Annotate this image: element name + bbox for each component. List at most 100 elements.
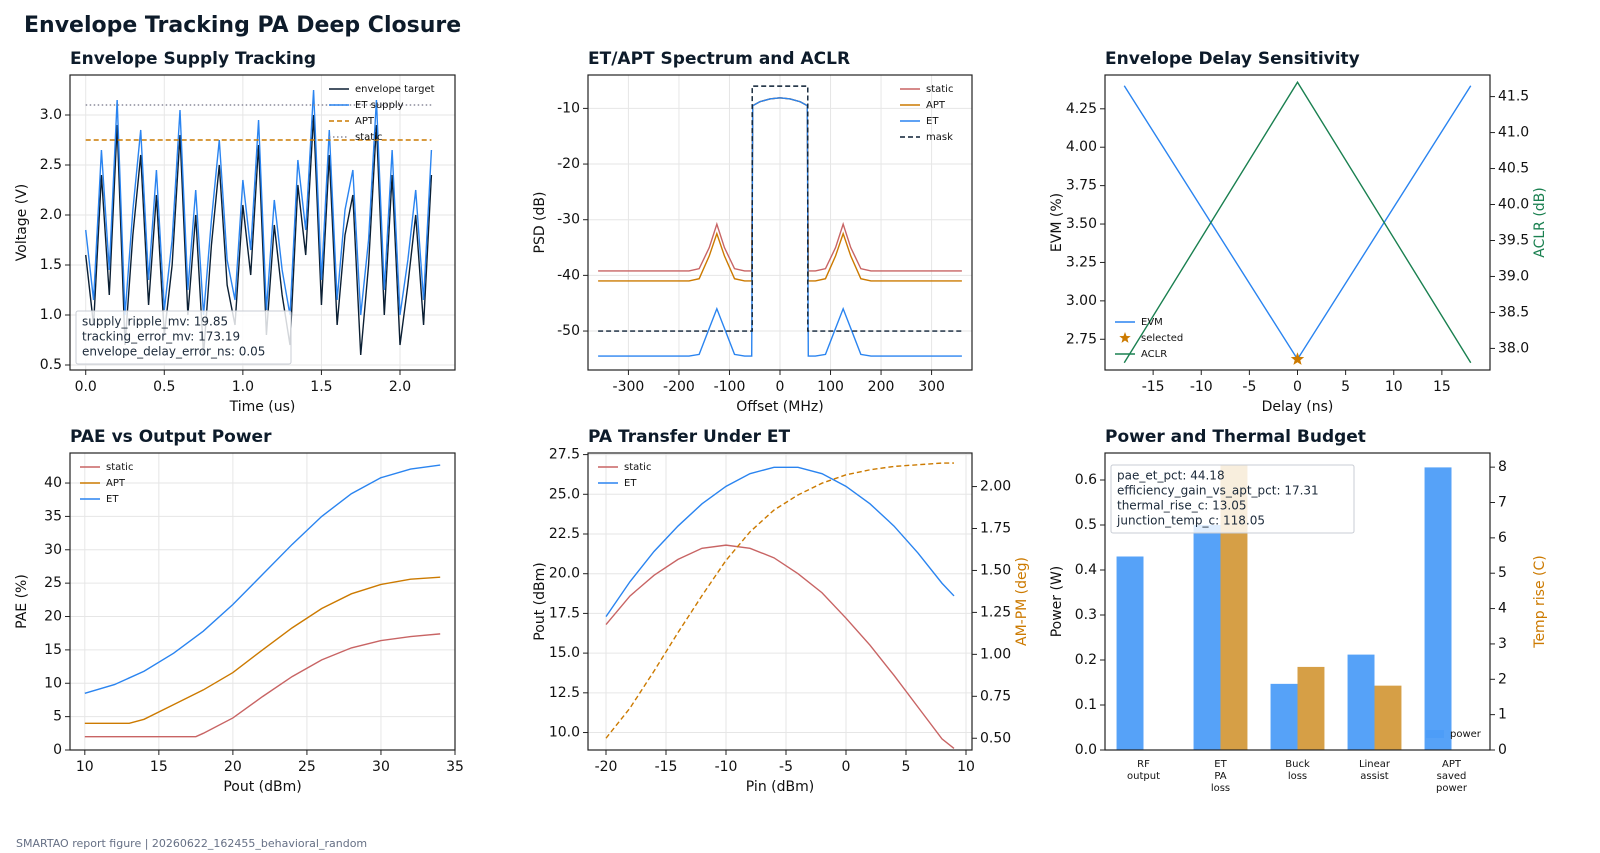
series-line — [84, 464, 441, 694]
legend-label: envelope target — [355, 84, 435, 95]
x-tick-label: 100 — [817, 379, 844, 395]
x-tick-label: 15 — [150, 759, 168, 775]
y2-tick-label: 1.00 — [980, 646, 1011, 662]
series-line — [1123, 80, 1472, 364]
y-tick-label: -30 — [557, 212, 580, 228]
y-tick-label: 3.25 — [1066, 254, 1097, 270]
legend-label: static — [106, 462, 133, 473]
x-tick-label: 10 — [76, 759, 94, 775]
y-tick-label: 1.5 — [40, 257, 62, 273]
x-tick-label: 15 — [1433, 379, 1451, 395]
bar — [1424, 467, 1452, 750]
x-tick-label: -200 — [663, 379, 695, 395]
x-tick-label: -10 — [1190, 379, 1213, 395]
y-tick-label: 0.3 — [1075, 607, 1097, 623]
x-tick-label: 300 — [918, 379, 945, 395]
x-axis-label: Pin (dBm) — [746, 779, 814, 795]
y2-tick-label: 6 — [1498, 530, 1507, 546]
series-line — [598, 97, 962, 357]
series-line — [85, 89, 433, 316]
series-line — [1123, 85, 1472, 361]
x-tick-label: 200 — [868, 379, 895, 395]
annotation: tracking_error_mv: 173.19 — [82, 330, 240, 344]
y-tick-label: 3.75 — [1066, 178, 1097, 194]
y-tick-label: 0.0 — [1075, 742, 1097, 758]
x-tick-label: 2.0 — [389, 379, 411, 395]
legend-label: static — [355, 132, 382, 143]
x-tick-label: 25 — [298, 759, 316, 775]
x-tick-label: ET PA loss — [1211, 759, 1230, 794]
panel-title: Envelope Delay Sensitivity — [1105, 49, 1360, 69]
x-tick-label: 5 — [902, 759, 911, 775]
y-tick-label: 0 — [53, 742, 62, 758]
legend-label: ET — [926, 116, 939, 127]
series-line — [605, 462, 954, 739]
series-line — [605, 466, 955, 617]
y-tick-label: 12.5 — [549, 685, 580, 701]
y-tick-label: 4.25 — [1066, 101, 1097, 117]
panel-title: PA Transfer Under ET — [588, 427, 791, 447]
y-tick-label: -10 — [557, 100, 580, 116]
y2-tick-label: 39.5 — [1498, 232, 1529, 248]
y2-tick-label: 40.5 — [1498, 161, 1529, 177]
annotation: supply_ripple_mv: 19.85 — [82, 315, 228, 329]
y2-tick-label: 5 — [1498, 565, 1507, 581]
x-tick-label: -20 — [595, 759, 618, 775]
legend-label: ET — [624, 478, 637, 489]
y-tick-label: 2.5 — [40, 157, 62, 173]
y-tick-label: 0.4 — [1075, 562, 1097, 578]
axes-frame — [69, 74, 456, 371]
legend-swatch — [1426, 730, 1444, 738]
axes-frame — [1104, 74, 1491, 371]
y2-tick-label: 1.25 — [980, 604, 1011, 620]
y2-tick-label: 1.75 — [980, 521, 1011, 537]
y-tick-label: 15 — [44, 642, 62, 658]
y-tick-label: 0.1 — [1075, 697, 1097, 713]
legend-label: EVM — [1141, 317, 1163, 328]
series-line — [598, 85, 962, 332]
legend-label: mask — [926, 132, 953, 143]
x-tick-label: 1.0 — [232, 379, 254, 395]
y-axis-label: PSD (dB) — [532, 192, 548, 254]
y2-tick-label: 40.0 — [1498, 197, 1529, 213]
annotation: efficiency_gain_vs_apt_pct: 17.31 — [1117, 484, 1319, 498]
y2-axis-label: ACLR (dB) — [1532, 187, 1548, 258]
y-tick-label: 2.75 — [1066, 331, 1097, 347]
y-tick-label: -50 — [557, 323, 580, 339]
y-axis-label: Pout (dBm) — [532, 562, 548, 640]
y-axis-label: PAE (%) — [14, 574, 30, 629]
y-tick-label: -40 — [557, 267, 580, 283]
legend-label: ACLR — [1141, 349, 1167, 360]
annotation: pae_et_pct: 44.18 — [1117, 469, 1225, 483]
y-tick-label: 0.6 — [1075, 472, 1097, 488]
y2-tick-label: 41.0 — [1498, 125, 1529, 141]
y2-tick-label: 2.00 — [980, 479, 1011, 495]
x-tick-label: -300 — [613, 379, 645, 395]
series-line — [605, 544, 955, 749]
y2-tick-label: 4 — [1498, 601, 1507, 617]
y-tick-label: 1.0 — [40, 307, 62, 323]
legend-label: power — [1450, 729, 1482, 740]
x-tick-label: 0 — [842, 759, 851, 775]
y-axis-label: Power (W) — [1049, 566, 1065, 638]
bar — [1297, 666, 1325, 750]
axes-frame — [1104, 452, 1491, 751]
x-axis-label: Time (us) — [229, 399, 296, 415]
bar — [1347, 654, 1375, 750]
y2-tick-label: 1 — [1498, 707, 1507, 723]
y2-tick-label: 1.50 — [980, 562, 1011, 578]
x-tick-label: 10 — [1385, 379, 1403, 395]
x-tick-label: 5 — [1341, 379, 1350, 395]
legend-label: APT — [355, 116, 375, 127]
x-tick-label: 0.5 — [153, 379, 175, 395]
annotation: envelope_delay_error_ns: 0.05 — [82, 345, 265, 359]
y2-tick-label: 3 — [1498, 636, 1507, 652]
x-tick-label: RF output — [1127, 759, 1160, 782]
y-tick-label: 0.2 — [1075, 652, 1097, 668]
y-tick-label: 2.0 — [40, 207, 62, 223]
x-tick-label: -100 — [714, 379, 746, 395]
y-tick-label: 10 — [44, 675, 62, 691]
y2-tick-label: 39.0 — [1498, 268, 1529, 284]
y-tick-label: 35 — [44, 508, 62, 524]
series-line — [84, 633, 441, 738]
